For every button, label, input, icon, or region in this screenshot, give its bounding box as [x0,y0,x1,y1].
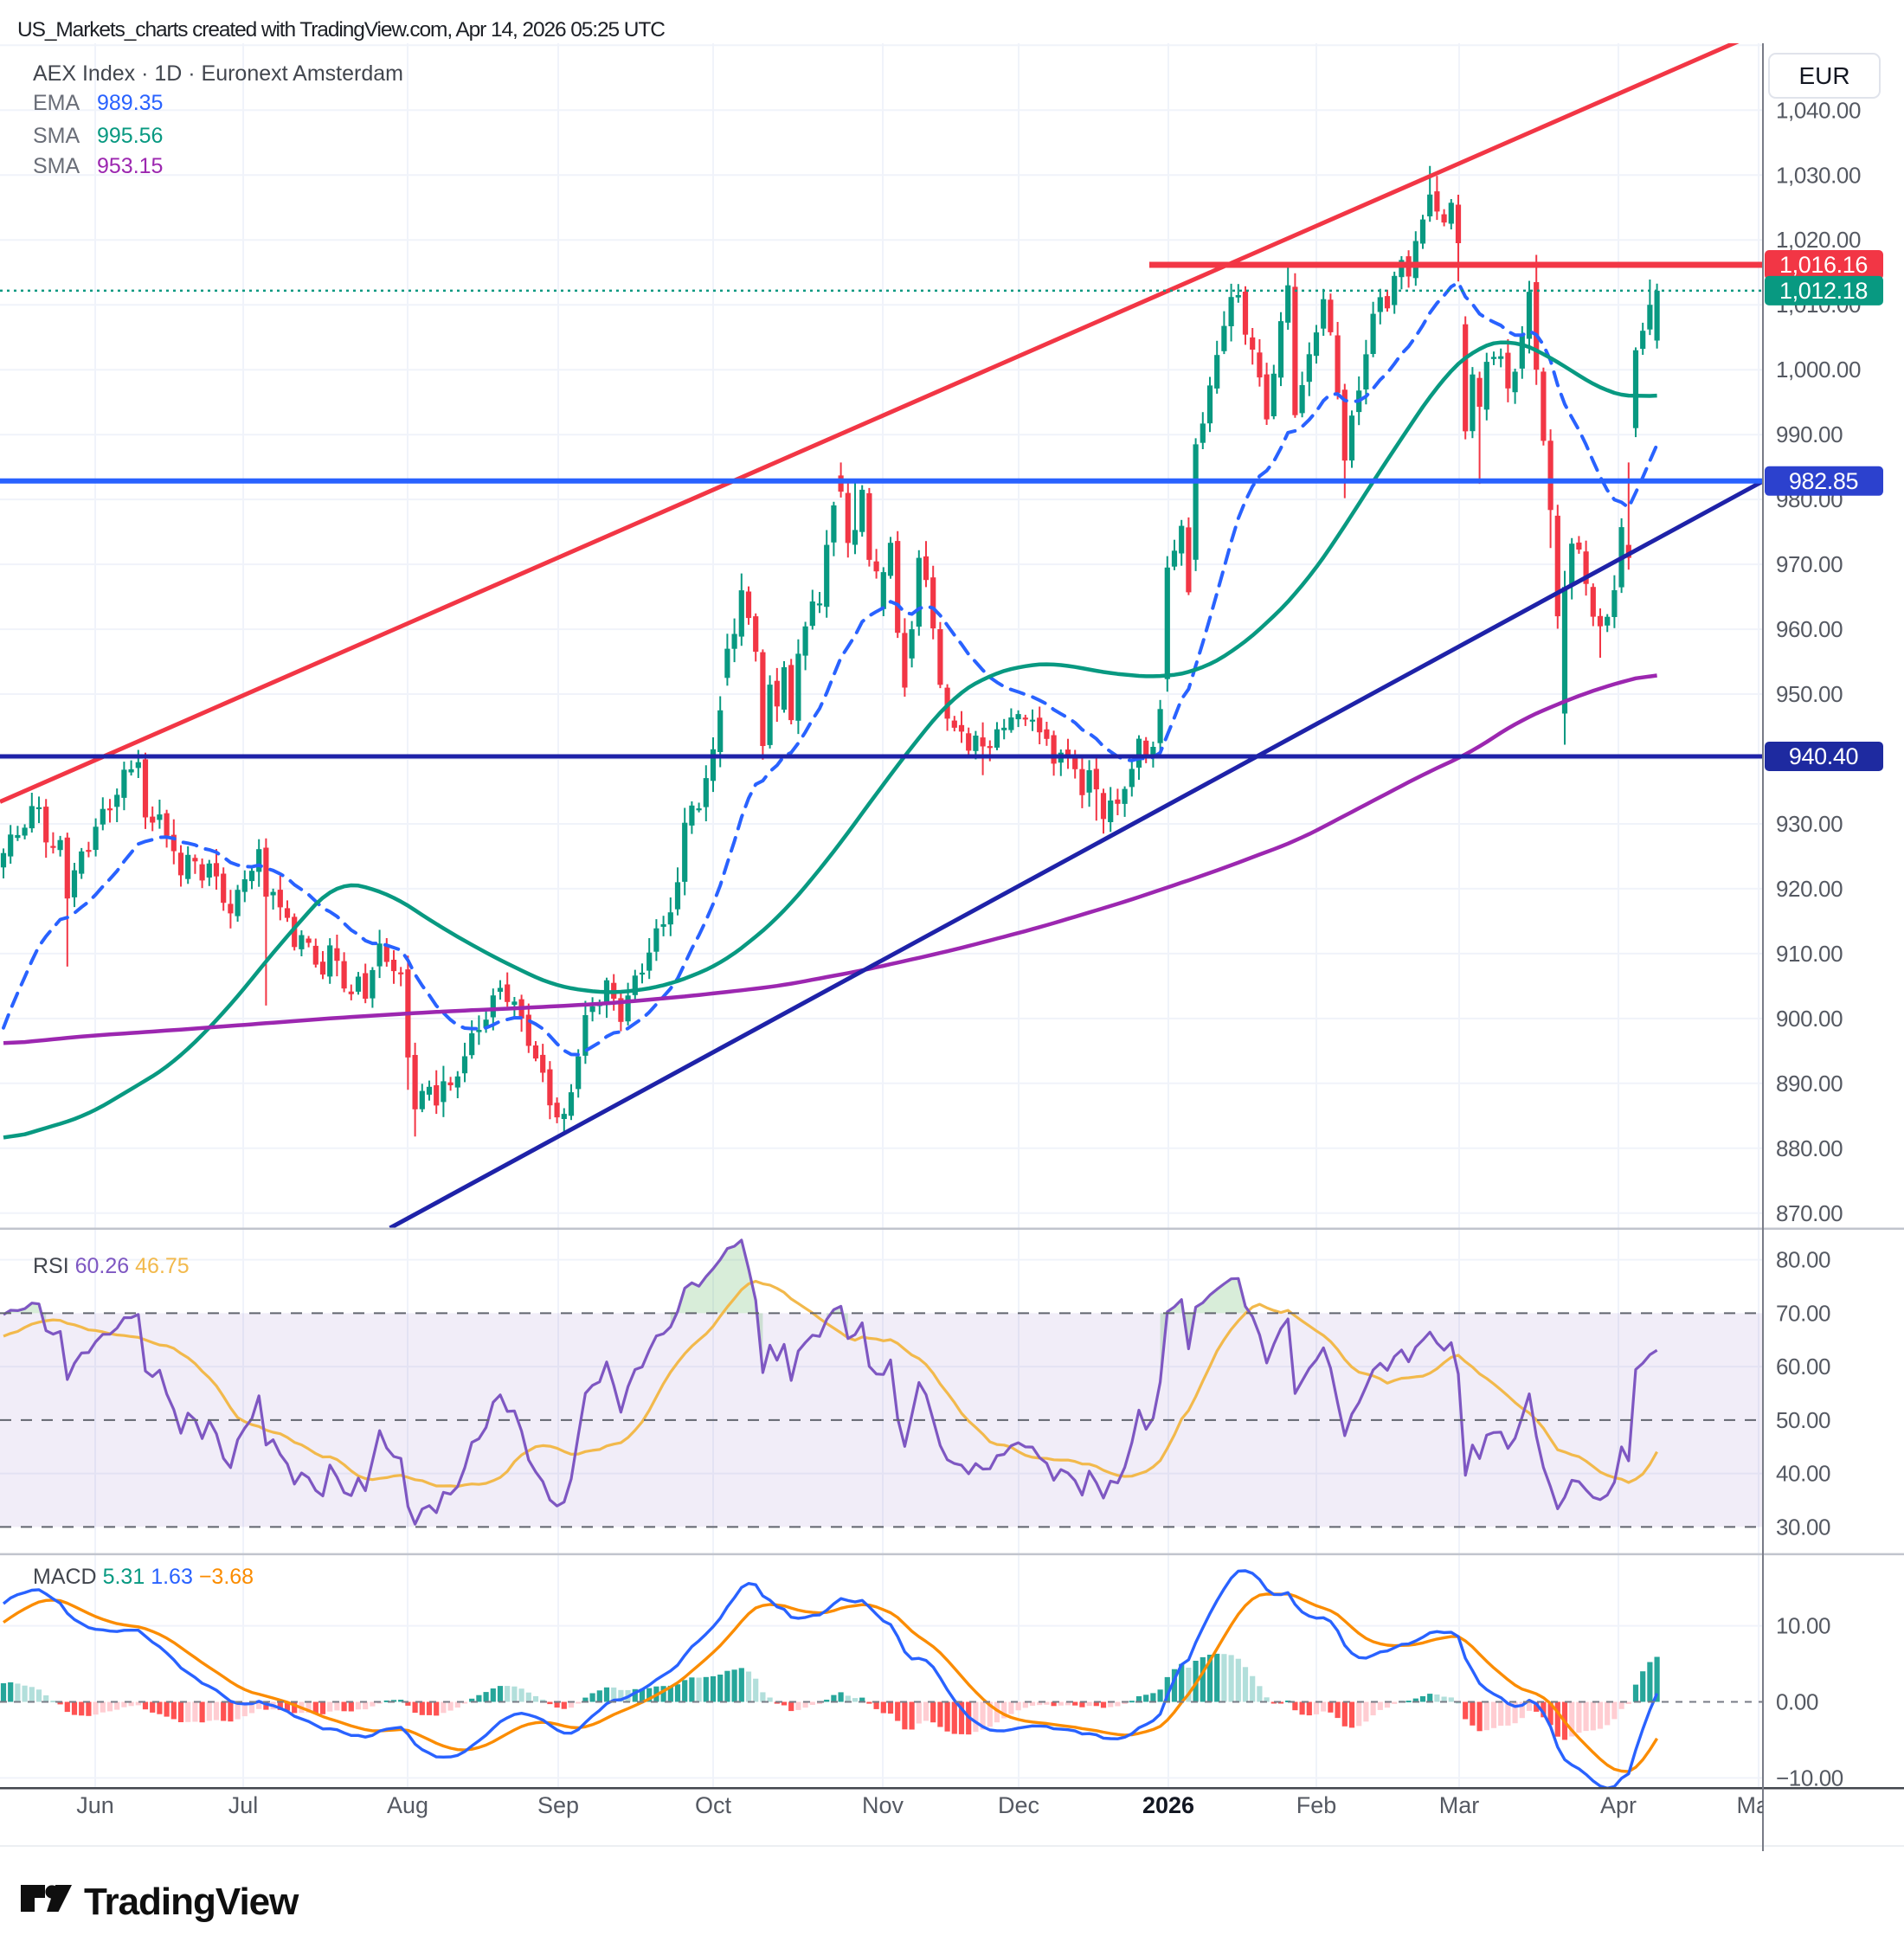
svg-text:1,020.00: 1,020.00 [1776,227,1861,253]
svg-text:SMA 953.15: SMA 953.15 [33,154,163,178]
svg-text:890.00: 890.00 [1776,1071,1843,1096]
svg-text:Oct: Oct [695,1792,732,1818]
svg-text:960.00: 960.00 [1776,616,1843,642]
svg-text:Mar: Mar [1439,1792,1480,1818]
svg-text:EUR: EUR [1798,62,1849,89]
svg-text:RSI 60.26 46.75: RSI 60.26 46.75 [33,1254,190,1278]
svg-text:1,040.00: 1,040.00 [1776,97,1861,123]
svg-text:870.00: 870.00 [1776,1200,1843,1226]
svg-text:EMA 989.35: EMA 989.35 [33,91,163,115]
svg-text:1,030.00: 1,030.00 [1776,162,1861,188]
svg-text:SMA 995.56: SMA 995.56 [33,124,163,148]
svg-text:920.00: 920.00 [1776,876,1843,902]
svg-text:Feb: Feb [1296,1792,1337,1818]
svg-text:Nov: Nov [862,1792,904,1818]
svg-text:40.00: 40.00 [1776,1461,1830,1487]
svg-text:Jul: Jul [228,1792,259,1818]
svg-text:Aug: Aug [387,1792,428,1818]
svg-text:60.00: 60.00 [1776,1354,1830,1379]
svg-text:1,000.00: 1,000.00 [1776,357,1861,383]
svg-text:950.00: 950.00 [1776,681,1843,707]
svg-text:70.00: 70.00 [1776,1300,1830,1326]
svg-text:US_Markets_charts created with: US_Markets_charts created with TradingVi… [17,18,665,42]
svg-text:80.00: 80.00 [1776,1247,1830,1273]
svg-text:MACD 5.31 1.63 −3.68: MACD 5.31 1.63 −3.68 [33,1565,254,1589]
svg-text:30.00: 30.00 [1776,1514,1830,1540]
svg-text:TradingView: TradingView [84,1881,299,1923]
svg-text:Dec: Dec [998,1792,1039,1818]
svg-text:10.00: 10.00 [1776,1613,1830,1639]
svg-text:−10.00: −10.00 [1776,1765,1843,1791]
svg-text:AEX Index · 1D · Euronext Amst: AEX Index · 1D · Euronext Amsterdam [33,61,403,86]
svg-text:940.40: 940.40 [1789,743,1858,769]
svg-text:930.00: 930.00 [1776,811,1843,837]
svg-text:1,012.18: 1,012.18 [1779,278,1868,304]
svg-text:910.00: 910.00 [1776,941,1843,967]
svg-text:May: May [1736,1792,1781,1818]
svg-text:0.00: 0.00 [1776,1689,1818,1715]
svg-text:Apr: Apr [1600,1792,1637,1818]
svg-text:970.00: 970.00 [1776,551,1843,577]
svg-text:50.00: 50.00 [1776,1407,1830,1433]
svg-text:982.85: 982.85 [1789,468,1858,494]
svg-text:1,016.16: 1,016.16 [1779,252,1868,278]
svg-text:990.00: 990.00 [1776,421,1843,447]
svg-text:880.00: 880.00 [1776,1135,1843,1161]
svg-text:Jun: Jun [76,1792,114,1818]
svg-text:2026: 2026 [1142,1792,1194,1818]
svg-text:900.00: 900.00 [1776,1006,1843,1032]
svg-text:Sep: Sep [537,1792,579,1818]
